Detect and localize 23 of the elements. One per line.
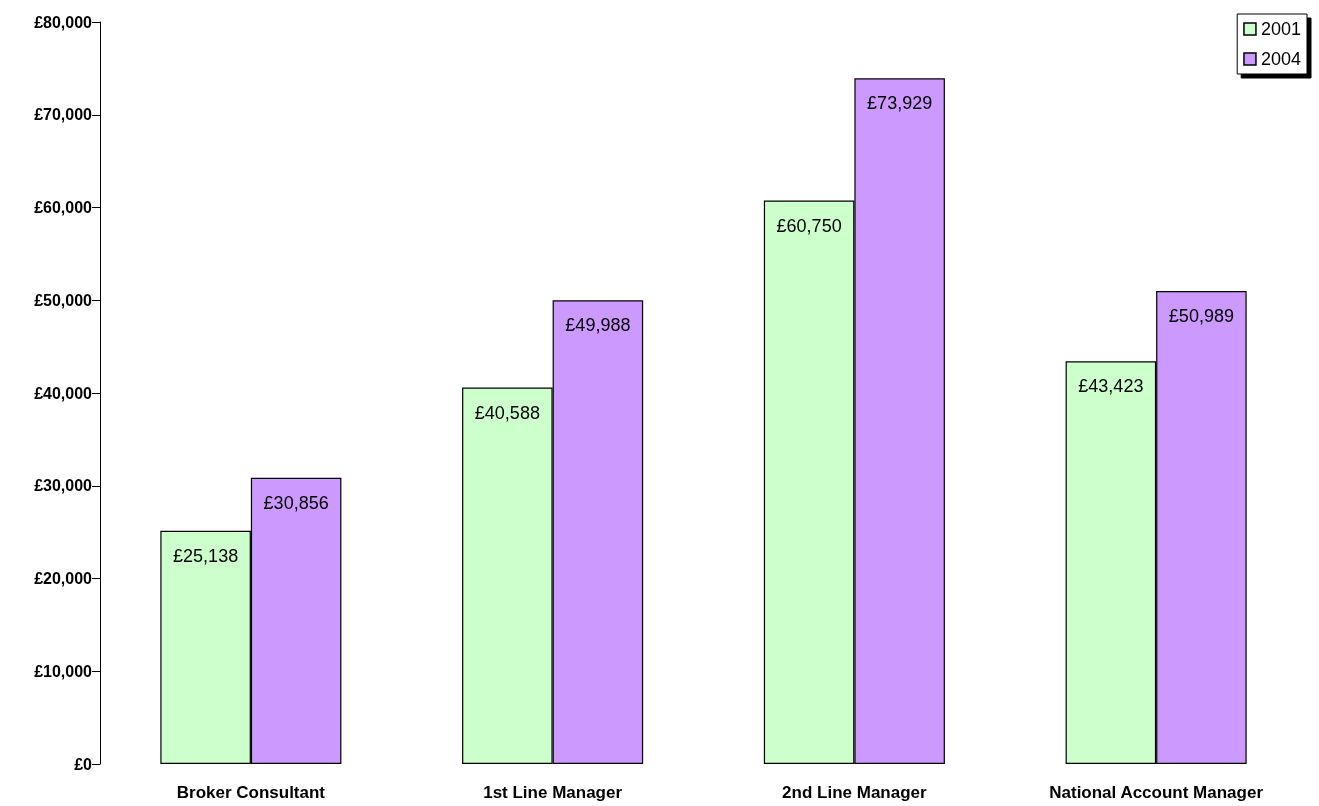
y-tick-label: £50,000 xyxy=(34,291,93,309)
y-tick-label: £60,000 xyxy=(34,199,93,216)
x-tick-label: 1st Line Manager xyxy=(483,783,623,802)
y-tick-label: £0 xyxy=(74,755,93,773)
legend-label: 2004 xyxy=(1260,49,1301,69)
legend-label: 2001 xyxy=(1260,19,1301,39)
data-label: £49,988 xyxy=(565,315,631,336)
data-label: £43,423 xyxy=(1078,376,1144,397)
data-label: £30,856 xyxy=(263,492,329,513)
data-label: £50,989 xyxy=(1168,306,1234,327)
data-label: £60,750 xyxy=(776,215,842,236)
data-label: £25,138 xyxy=(173,545,239,566)
x-tick-label: National Account Manager xyxy=(1049,783,1264,802)
data-label: £40,588 xyxy=(474,402,540,423)
y-tick-label: £20,000 xyxy=(34,570,93,587)
y-tick-label: £70,000 xyxy=(34,106,93,124)
y-tick-label: £30,000 xyxy=(34,477,93,495)
x-tick-label: Broker Consultant xyxy=(176,783,326,802)
data-label: £73,929 xyxy=(867,93,933,114)
y-tick-label: £40,000 xyxy=(34,384,93,402)
y-tick-label: £80,000 xyxy=(34,13,93,31)
x-tick-label: 2nd Line Manager xyxy=(782,783,928,802)
y-tick-label: £10,000 xyxy=(34,662,93,680)
